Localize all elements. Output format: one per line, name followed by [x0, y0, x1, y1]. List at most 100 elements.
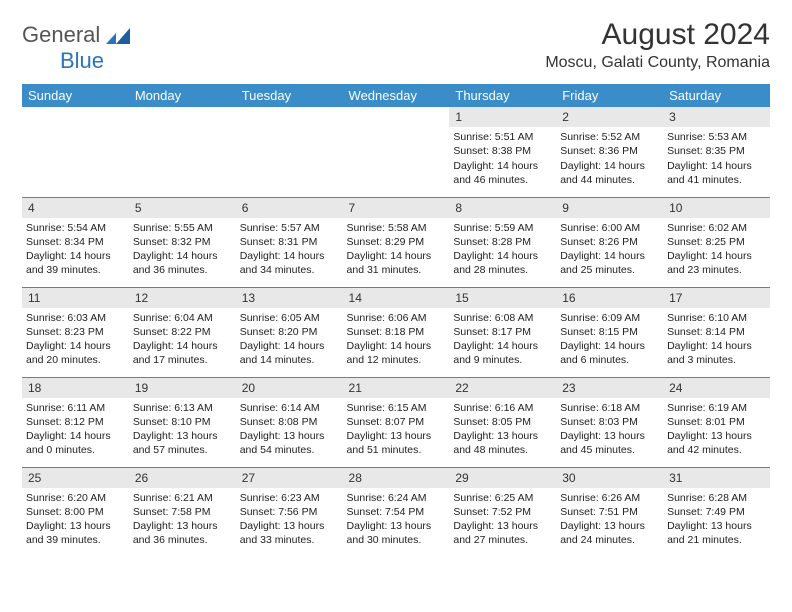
day-details: Sunrise: 6:15 AMSunset: 8:07 PMDaylight:…	[347, 401, 446, 458]
detail-line: Sunset: 7:52 PM	[453, 505, 552, 519]
detail-line: and 21 minutes.	[667, 533, 766, 547]
detail-line: Daylight: 14 hours	[560, 339, 659, 353]
detail-line: and 27 minutes.	[453, 533, 552, 547]
logo: GeneralBlue	[22, 18, 130, 74]
detail-line: Sunset: 8:31 PM	[240, 235, 339, 249]
day-details: Sunrise: 5:51 AMSunset: 8:38 PMDaylight:…	[453, 130, 552, 187]
detail-line: Sunrise: 6:10 AM	[667, 311, 766, 325]
header: GeneralBlue August 2024 Moscu, Galati Co…	[22, 18, 770, 74]
day-header: Tuesday	[236, 84, 343, 107]
detail-line: and 17 minutes.	[133, 353, 232, 367]
calendar-cell: 20Sunrise: 6:14 AMSunset: 8:08 PMDayligh…	[236, 377, 343, 467]
day-number: 2	[556, 107, 663, 127]
calendar-cell: .	[343, 107, 450, 197]
detail-line: Sunrise: 5:51 AM	[453, 130, 552, 144]
detail-line: Sunset: 8:15 PM	[560, 325, 659, 339]
calendar-cell: 4 Sunrise: 5:54 AMSunset: 8:34 PMDaylight…	[22, 197, 129, 287]
detail-line: and 34 minutes.	[240, 263, 339, 277]
calendar-cell: 13Sunrise: 6:05 AMSunset: 8:20 PMDayligh…	[236, 287, 343, 377]
day-number: 22	[449, 378, 556, 398]
calendar-cell: .	[129, 107, 236, 197]
detail-line: Daylight: 13 hours	[133, 519, 232, 533]
day-details: Sunrise: 6:18 AMSunset: 8:03 PMDaylight:…	[560, 401, 659, 458]
day-header: Wednesday	[343, 84, 450, 107]
calendar-cell: 19Sunrise: 6:13 AMSunset: 8:10 PMDayligh…	[129, 377, 236, 467]
day-header-row: SundayMondayTuesdayWednesdayThursdayFrid…	[22, 84, 770, 107]
day-number: 31	[663, 468, 770, 488]
day-number: 29	[449, 468, 556, 488]
detail-line: Sunset: 8:12 PM	[26, 415, 125, 429]
detail-line: Sunrise: 6:00 AM	[560, 221, 659, 235]
detail-line: Daylight: 14 hours	[133, 339, 232, 353]
day-details: Sunrise: 6:04 AMSunset: 8:22 PMDaylight:…	[133, 311, 232, 368]
detail-line: Sunset: 8:14 PM	[667, 325, 766, 339]
day-number: 30	[556, 468, 663, 488]
day-header: Sunday	[22, 84, 129, 107]
detail-line: Sunrise: 5:57 AM	[240, 221, 339, 235]
day-details: Sunrise: 6:25 AMSunset: 7:52 PMDaylight:…	[453, 491, 552, 548]
logo-mark-icon	[106, 28, 130, 44]
detail-line: Daylight: 14 hours	[26, 429, 125, 443]
detail-line: Sunrise: 5:59 AM	[453, 221, 552, 235]
detail-line: Daylight: 14 hours	[133, 249, 232, 263]
detail-line: and 41 minutes.	[667, 173, 766, 187]
logo-text-blue: Blue	[22, 48, 104, 73]
detail-line: Daylight: 14 hours	[26, 249, 125, 263]
detail-line: Sunset: 8:05 PM	[453, 415, 552, 429]
detail-line: Daylight: 13 hours	[26, 519, 125, 533]
detail-line: Sunrise: 5:58 AM	[347, 221, 446, 235]
detail-line: and 14 minutes.	[240, 353, 339, 367]
day-details: Sunrise: 6:10 AMSunset: 8:14 PMDaylight:…	[667, 311, 766, 368]
day-header: Saturday	[663, 84, 770, 107]
detail-line: Sunrise: 6:04 AM	[133, 311, 232, 325]
detail-line: and 12 minutes.	[347, 353, 446, 367]
detail-line: Daylight: 13 hours	[453, 519, 552, 533]
detail-line: Sunrise: 6:21 AM	[133, 491, 232, 505]
detail-line: and 24 minutes.	[560, 533, 659, 547]
title-block: August 2024 Moscu, Galati County, Romani…	[545, 18, 770, 72]
detail-line: Sunrise: 6:18 AM	[560, 401, 659, 415]
day-number: 23	[556, 378, 663, 398]
day-details: Sunrise: 6:19 AMSunset: 8:01 PMDaylight:…	[667, 401, 766, 458]
detail-line: Sunset: 8:20 PM	[240, 325, 339, 339]
day-details: Sunrise: 5:58 AMSunset: 8:29 PMDaylight:…	[347, 221, 446, 278]
day-details: Sunrise: 6:06 AMSunset: 8:18 PMDaylight:…	[347, 311, 446, 368]
calendar-cell: 28Sunrise: 6:24 AMSunset: 7:54 PMDayligh…	[343, 467, 450, 557]
detail-line: Sunset: 8:18 PM	[347, 325, 446, 339]
day-details: Sunrise: 6:26 AMSunset: 7:51 PMDaylight:…	[560, 491, 659, 548]
day-number: 10	[663, 198, 770, 218]
detail-line: Daylight: 13 hours	[133, 429, 232, 443]
day-details: Sunrise: 6:23 AMSunset: 7:56 PMDaylight:…	[240, 491, 339, 548]
day-number: 21	[343, 378, 450, 398]
logo-text-general: General	[22, 22, 100, 47]
day-details: Sunrise: 6:24 AMSunset: 7:54 PMDaylight:…	[347, 491, 446, 548]
day-number: 4	[22, 198, 129, 218]
day-details: Sunrise: 6:11 AMSunset: 8:12 PMDaylight:…	[26, 401, 125, 458]
calendar-cell: 24Sunrise: 6:19 AMSunset: 8:01 PMDayligh…	[663, 377, 770, 467]
detail-line: Daylight: 14 hours	[26, 339, 125, 353]
day-number: 17	[663, 288, 770, 308]
detail-line: Sunset: 8:29 PM	[347, 235, 446, 249]
calendar-cell: 15Sunrise: 6:08 AMSunset: 8:17 PMDayligh…	[449, 287, 556, 377]
day-details: Sunrise: 5:52 AMSunset: 8:36 PMDaylight:…	[560, 130, 659, 187]
detail-line: Daylight: 13 hours	[560, 429, 659, 443]
calendar-cell: .	[236, 107, 343, 197]
calendar-cell: 14Sunrise: 6:06 AMSunset: 8:18 PMDayligh…	[343, 287, 450, 377]
detail-line: Sunset: 8:08 PM	[240, 415, 339, 429]
calendar-cell: 17 Sunrise: 6:10 AMSunset: 8:14 PMDayligh…	[663, 287, 770, 377]
detail-line: and 30 minutes.	[347, 533, 446, 547]
detail-line: Sunset: 8:01 PM	[667, 415, 766, 429]
calendar-cell: 16Sunrise: 6:09 AMSunset: 8:15 PMDayligh…	[556, 287, 663, 377]
day-details: Sunrise: 5:59 AMSunset: 8:28 PMDaylight:…	[453, 221, 552, 278]
detail-line: Daylight: 13 hours	[240, 519, 339, 533]
day-details: Sunrise: 5:57 AMSunset: 8:31 PMDaylight:…	[240, 221, 339, 278]
detail-line: Sunset: 7:54 PM	[347, 505, 446, 519]
detail-line: Sunrise: 6:05 AM	[240, 311, 339, 325]
calendar-cell: 11Sunrise: 6:03 AMSunset: 8:23 PMDayligh…	[22, 287, 129, 377]
month-title: August 2024	[545, 18, 770, 52]
detail-line: and 48 minutes.	[453, 443, 552, 457]
calendar-cell: 5Sunrise: 5:55 AMSunset: 8:32 PMDaylight…	[129, 197, 236, 287]
day-details: Sunrise: 5:54 AMSunset: 8:34 PMDaylight:…	[26, 221, 125, 278]
calendar-row: ....1Sunrise: 5:51 AMSunset: 8:38 PMDayl…	[22, 107, 770, 197]
day-details: Sunrise: 6:03 AMSunset: 8:23 PMDaylight:…	[26, 311, 125, 368]
